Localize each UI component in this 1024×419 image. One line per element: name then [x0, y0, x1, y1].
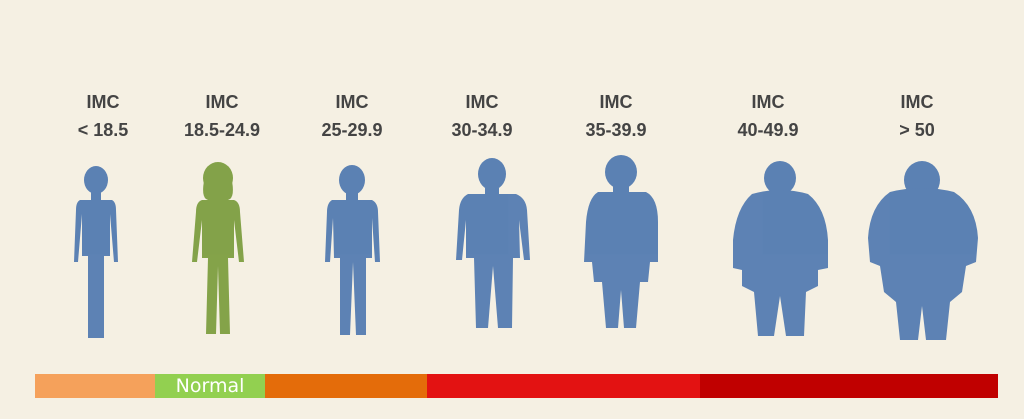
bmi-label-overweight: IMC 25-29.9	[287, 88, 417, 144]
bmi-label-obesity-2: IMC 35-39.9	[551, 88, 681, 144]
bmi-label-title: IMC	[465, 92, 499, 112]
bmi-label-range: 30-34.9	[451, 120, 513, 140]
bmi-label-title: IMC	[751, 92, 785, 112]
bmi-label-underweight: IMC < 18.5	[38, 88, 168, 144]
bmi-label-title: IMC	[599, 92, 633, 112]
bmi-label-title: IMC	[335, 92, 369, 112]
scale-bar-normal: Normal	[155, 374, 265, 398]
person-silhouette-icon	[192, 162, 244, 334]
person-silhouette-icon	[74, 166, 118, 338]
person-silhouette-icon	[733, 161, 828, 336]
scale-bar-underweight	[35, 374, 155, 398]
bmi-label-range: < 18.5	[77, 120, 129, 140]
bmi-label-obesity-1: IMC 30-34.9	[417, 88, 547, 144]
person-silhouette-icon	[325, 165, 380, 335]
bmi-label-obesity-3: IMC 40-49.9	[703, 88, 833, 144]
bmi-label-obesity-4: IMC > 50	[852, 88, 982, 144]
scale-bar-obesity	[427, 374, 700, 398]
scale-bar-severe-obesity	[700, 374, 998, 398]
bmi-label-title: IMC	[86, 92, 120, 112]
person-silhouette-icon	[868, 161, 978, 340]
bmi-label-range: 35-39.9	[585, 120, 647, 140]
bmi-label-range: > 50	[899, 120, 935, 140]
bmi-label-range: 18.5-24.9	[183, 120, 261, 140]
bmi-label-normal: IMC 18.5-24.9	[157, 88, 287, 144]
scale-bar-overweight	[265, 374, 427, 398]
bmi-label-range: 40-49.9	[737, 120, 799, 140]
bmi-label-range: 25-29.9	[321, 120, 383, 140]
person-silhouette-icon	[584, 155, 658, 328]
bmi-label-title: IMC	[900, 92, 934, 112]
person-silhouette-icon	[456, 158, 530, 328]
bmi-label-title: IMC	[205, 92, 239, 112]
